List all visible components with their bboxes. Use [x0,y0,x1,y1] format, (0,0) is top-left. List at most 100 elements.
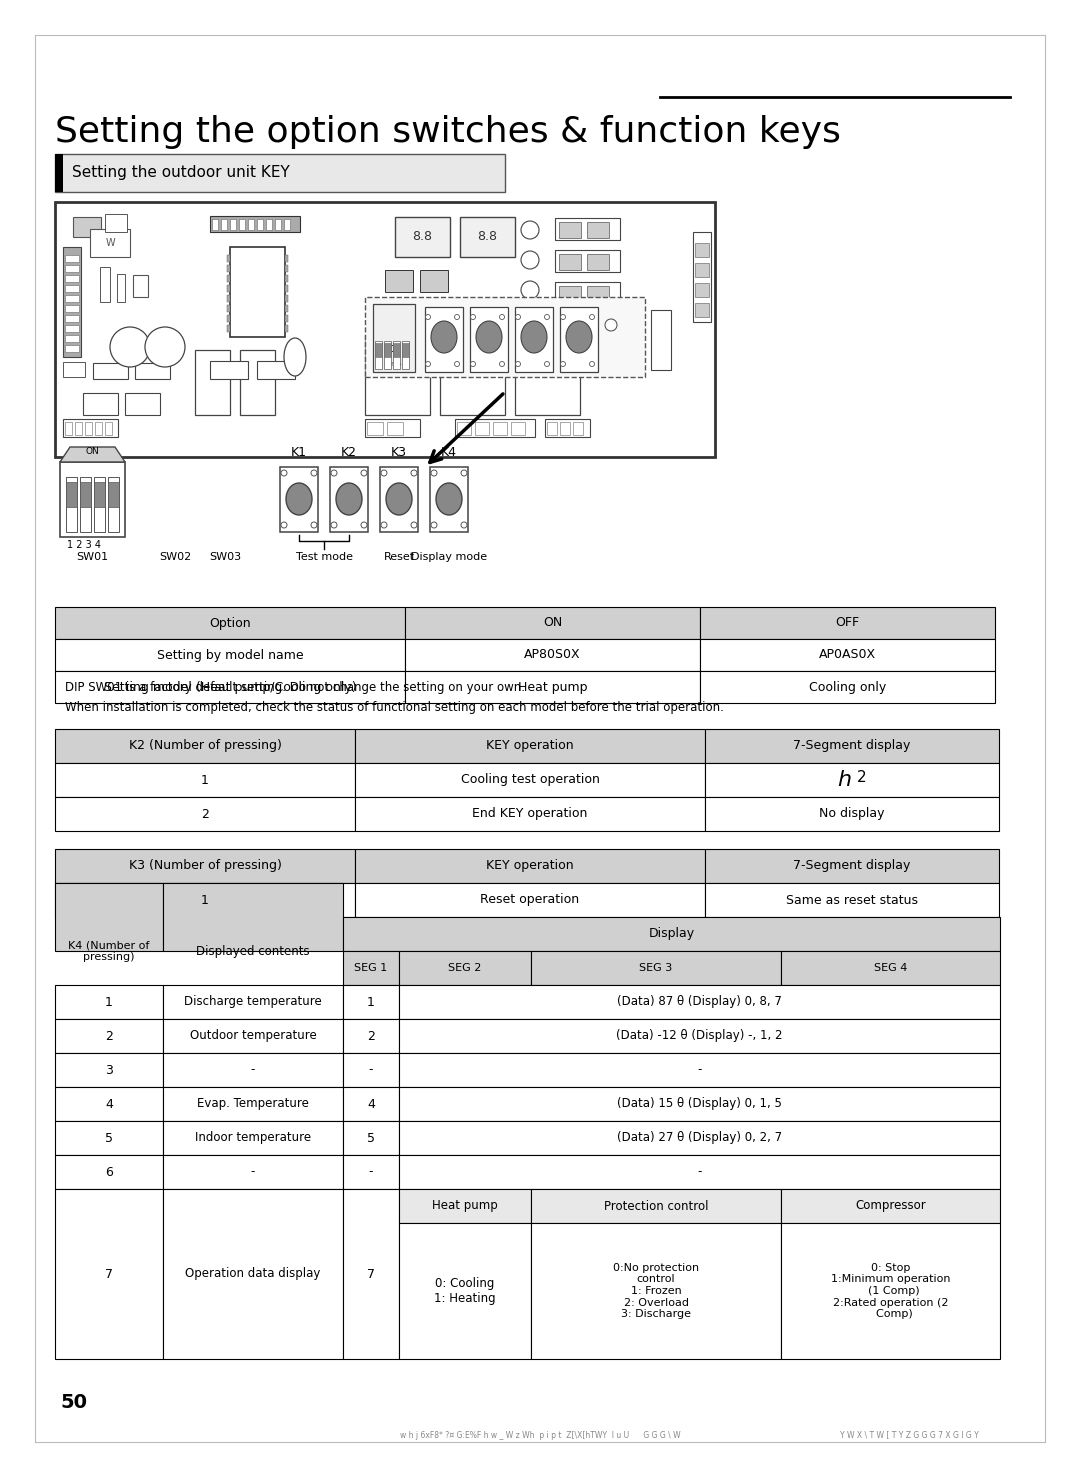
Text: K2: K2 [341,446,357,458]
Circle shape [431,470,437,476]
Bar [559,222,581,238]
Text: AP0AS0X: AP0AS0X [819,648,876,662]
Bar [355,849,705,883]
Bar [365,419,420,437]
Circle shape [426,315,431,319]
Bar [227,325,230,332]
Bar [66,482,77,507]
Bar [399,1121,1000,1155]
Bar [65,422,72,436]
Circle shape [461,470,467,476]
Bar [285,315,288,322]
Text: 7: 7 [367,1267,375,1281]
Text: SEG 3: SEG 3 [639,963,673,973]
Bar [399,1155,1000,1189]
Bar [60,462,125,538]
Text: 2: 2 [201,808,208,821]
Bar [343,1189,399,1359]
Text: -: - [698,1165,702,1179]
Bar [65,304,79,312]
Bar [221,219,227,230]
Text: AP80S0X: AP80S0X [524,648,581,662]
Text: Operation data display: Operation data display [186,1267,321,1281]
Bar [588,254,609,270]
Bar [440,335,505,415]
Circle shape [411,470,417,476]
Text: 8.8: 8.8 [477,230,497,244]
Bar [343,1087,399,1121]
Text: SEG 2: SEG 2 [448,963,482,973]
Bar [561,307,598,372]
Bar [163,1121,343,1155]
Text: 6: 6 [105,1165,113,1179]
Bar [405,640,700,671]
Text: 0: Cooling
1: Heating: 0: Cooling 1: Heating [434,1278,496,1306]
Bar [405,671,700,703]
Ellipse shape [336,483,362,515]
Bar [573,422,583,436]
Circle shape [145,326,185,366]
Text: Setting by model name: Setting by model name [157,648,303,662]
Text: w h j 6xF8* ?¤ G:E%F h w _ W z Wh  p i p t  Z[\X[hTWY  l u U      G G G \ W: w h j 6xF8* ?¤ G:E%F h w _ W z Wh p i p … [400,1431,680,1440]
Bar [163,1155,343,1189]
Ellipse shape [476,321,502,353]
Circle shape [361,521,367,527]
Bar [163,883,343,951]
Ellipse shape [436,483,462,515]
Bar [559,287,581,301]
Bar [399,1087,1000,1121]
Circle shape [561,315,566,319]
Text: h: h [837,770,851,790]
Text: K2 (Number of pressing): K2 (Number of pressing) [129,740,282,752]
Text: SEG 1: SEG 1 [354,963,388,973]
Bar [55,883,355,917]
Bar [239,219,245,230]
Circle shape [544,362,550,366]
Text: Display mode: Display mode [410,552,487,563]
Text: Displayed contents: Displayed contents [197,944,310,957]
Bar [705,730,999,764]
Circle shape [381,521,387,527]
Bar [343,1053,399,1087]
Circle shape [515,315,521,319]
Text: 1: 1 [105,995,113,1009]
Bar [545,419,590,437]
Bar [65,346,79,352]
Bar [365,297,645,377]
Circle shape [521,281,539,298]
Bar [705,849,999,883]
Bar [65,256,79,261]
Text: 1: 1 [367,995,375,1009]
Bar [66,477,77,532]
Bar [492,422,507,436]
Circle shape [330,470,337,476]
Bar [475,422,489,436]
Bar [108,477,119,532]
Circle shape [110,326,150,366]
Text: When installation is completed, check the status of functional setting on each m: When installation is completed, check th… [65,700,724,713]
Text: K4 (Number of
pressing): K4 (Number of pressing) [68,941,150,962]
Bar [700,671,995,703]
Bar [73,217,102,236]
Bar [399,951,531,985]
Circle shape [499,362,504,366]
Bar [125,393,160,415]
Circle shape [515,362,521,366]
Bar [343,985,399,1019]
Circle shape [471,315,475,319]
Polygon shape [60,448,125,462]
Circle shape [455,362,459,366]
Text: ON: ON [543,616,562,629]
Bar [705,798,999,832]
Bar [430,467,468,532]
Bar [355,798,705,832]
Circle shape [499,315,504,319]
Text: (Data) -12 θ (Display) -, 1, 2: (Data) -12 θ (Display) -, 1, 2 [617,1029,783,1043]
Bar [65,335,79,343]
Bar [705,883,999,917]
Bar [696,303,708,318]
Bar [257,360,295,380]
Circle shape [311,521,318,527]
Bar [380,467,418,532]
Bar [531,1189,781,1223]
